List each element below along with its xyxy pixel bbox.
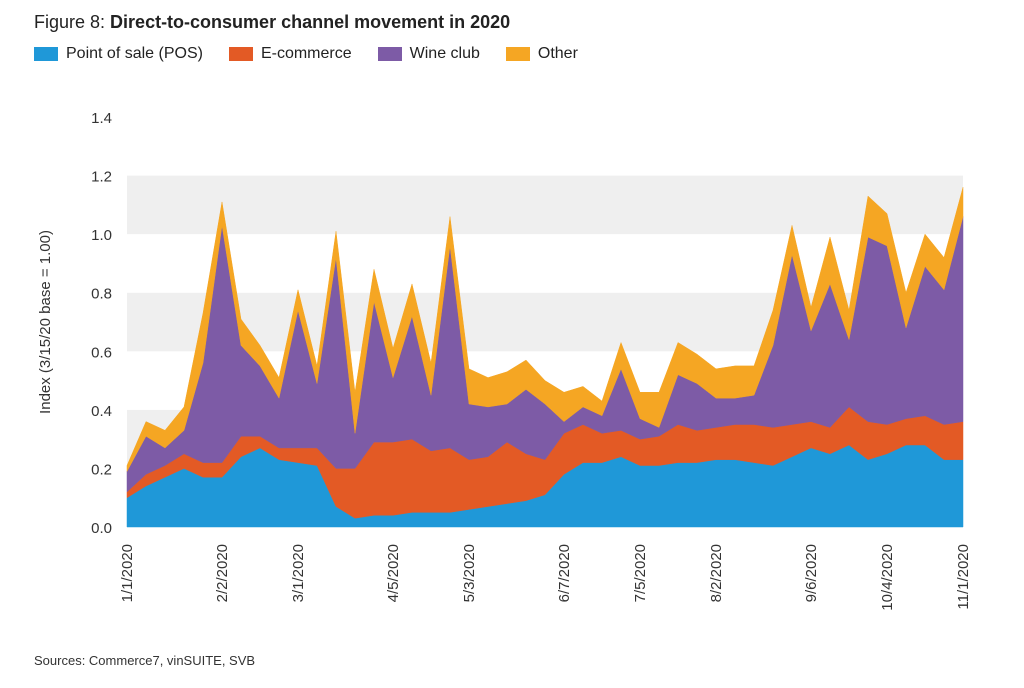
legend-item-other: Other xyxy=(505,45,578,63)
legend-item-pos: Point of sale (POS) xyxy=(34,45,203,63)
y-tick-label: 1.0 xyxy=(91,227,112,244)
x-tick-label: 8/2/2020 xyxy=(708,544,725,602)
x-tick-label: 9/6/2020 xyxy=(803,544,820,602)
y-tick-label: 0.6 xyxy=(91,344,112,361)
figure-title: Direct-to-consumer channel movement in 2… xyxy=(110,12,511,32)
x-tick-label: 1/1/2020 xyxy=(119,544,136,602)
y-axis-title: Index (3/15/20 base = 1.00) xyxy=(37,230,54,414)
y-tick-label: 0.0 xyxy=(91,520,112,537)
legend-item-ecommerce: E-commerce xyxy=(228,45,352,63)
legend-label-wine-club: Wine club xyxy=(409,45,480,62)
legend-swatch-ecommerce xyxy=(228,47,253,61)
legend-swatch-other xyxy=(505,47,530,61)
x-tick-label: 3/1/2020 xyxy=(290,544,307,602)
y-tick-label: 1.2 xyxy=(91,169,112,186)
x-tick-label: 6/7/2020 xyxy=(556,544,573,602)
legend-label-other: Other xyxy=(537,45,578,62)
x-tick-label: 5/3/2020 xyxy=(461,544,478,602)
legend: Point of sale (POS) E-commerce Wine club… xyxy=(34,45,578,63)
y-tick-label: 0.2 xyxy=(91,461,112,478)
x-tick-label: 11/1/2020 xyxy=(955,544,972,610)
legend-swatch-pos xyxy=(34,47,58,61)
legend-item-wine-club: Wine club xyxy=(377,45,480,63)
legend-label-ecommerce: E-commerce xyxy=(260,45,352,62)
y-tick-label: 0.4 xyxy=(91,403,112,420)
y-tick-label: 1.4 xyxy=(91,110,112,127)
area-series-3 xyxy=(126,187,964,472)
grid-band xyxy=(127,175,963,235)
x-tick-label: 10/4/2020 xyxy=(879,544,896,611)
source-note: Sources: Commerce7, vinSUITE, SVB xyxy=(34,653,256,668)
grid-band xyxy=(127,117,963,176)
x-tick-label: 2/2/2020 xyxy=(214,544,231,602)
x-tick-label: 7/5/2020 xyxy=(632,544,649,602)
y-tick-label: 0.8 xyxy=(91,286,112,303)
legend-label-pos: Point of sale (POS) xyxy=(66,45,203,62)
chart-title: Figure 8: Direct-to-consumer channel mov… xyxy=(34,12,510,33)
legend-swatch-wine-club xyxy=(377,47,402,61)
x-tick-label: 4/5/2020 xyxy=(385,544,402,602)
figure-number: Figure 8: xyxy=(34,12,111,32)
